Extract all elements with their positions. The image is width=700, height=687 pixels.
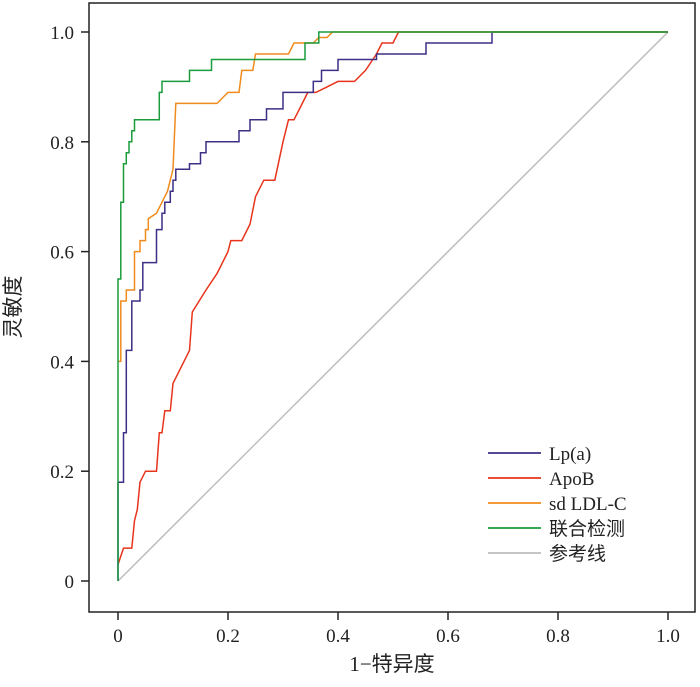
legend-label: 参考线: [549, 543, 606, 565]
legend-label: sd LDL-C: [549, 494, 627, 515]
series-line-3: [117, 31, 668, 581]
roc-curves: [117, 31, 669, 582]
y-tick-label: 0: [65, 572, 75, 593]
x-tick-label: 0.6: [436, 626, 460, 647]
x-tick-label: 0: [113, 626, 123, 647]
y-axis-title: 灵敏度: [1, 276, 25, 339]
y-tick-label: 1.0: [50, 23, 74, 44]
legend-label: ApoB: [549, 469, 594, 490]
legend-label: 联合检测: [549, 518, 625, 540]
legend-label: Lp(a): [549, 444, 591, 465]
series-line-1: [117, 31, 668, 565]
x-tick-label: 0.2: [216, 626, 240, 647]
x-axis: 0 0.2 0.4 0.6 0.8 1.0: [113, 612, 680, 647]
series-line-2: [118, 31, 668, 363]
x-tick-label: 0.8: [546, 626, 570, 647]
y-tick-label: 0.2: [50, 462, 74, 483]
y-axis: 0 0.2 0.4 0.6 0.8 1.0: [50, 23, 89, 593]
x-tick-label: 0.4: [326, 626, 350, 647]
x-axis-title: 1−特异度: [349, 652, 434, 676]
series-line-0: [117, 31, 668, 581]
x-tick-label: 1.0: [656, 626, 680, 647]
series-line-4: [117, 31, 669, 582]
y-tick-label: 0.8: [50, 133, 74, 154]
y-tick-label: 0.4: [50, 352, 74, 373]
y-tick-label: 0.6: [50, 243, 74, 264]
